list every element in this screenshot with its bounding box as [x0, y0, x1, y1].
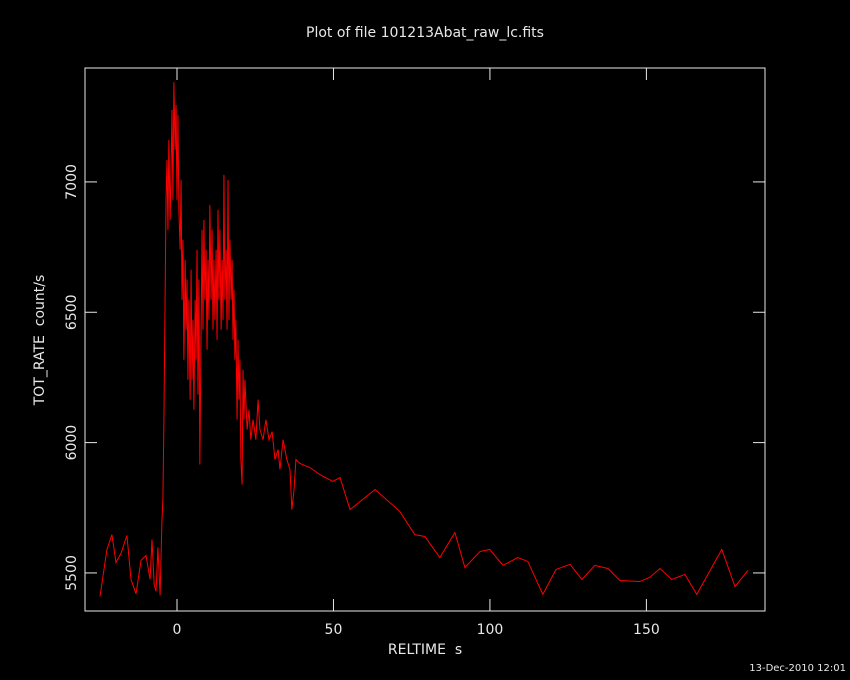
- x-tick-label: 50: [325, 622, 343, 638]
- y-axis-label: TOT_RATE count/s: [32, 275, 48, 407]
- plot-frame: [84, 67, 766, 612]
- x-axis-label: RELTIME s: [388, 642, 462, 658]
- footer-timestamp: 13-Dec-2010 12:01: [749, 663, 846, 674]
- y-tick-label: 6000: [64, 425, 80, 461]
- chart-title: Plot of file 101213Abat_raw_lc.fits: [306, 25, 544, 41]
- y-tick-label: 7000: [64, 164, 80, 200]
- x-tick-label: 0: [173, 622, 182, 638]
- x-tick-label: 150: [633, 622, 660, 638]
- y-tick-label: 6500: [64, 294, 80, 330]
- x-tick-label: 100: [477, 622, 504, 638]
- y-tick-label: 5500: [64, 555, 80, 591]
- data-line: [99, 82, 749, 597]
